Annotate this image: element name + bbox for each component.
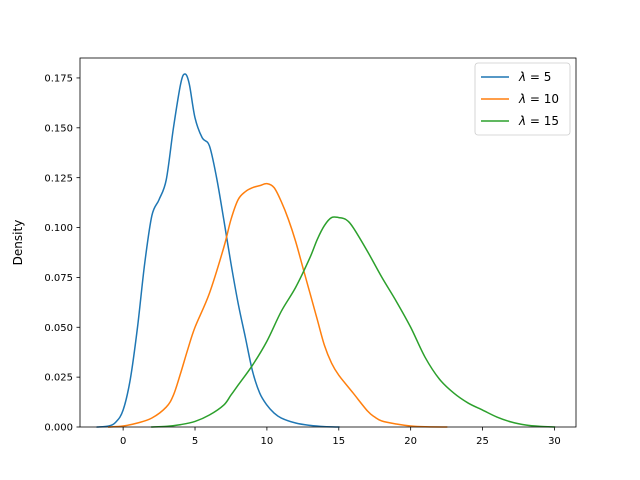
- legend-box: [474, 62, 571, 136]
- series-line-1: [96, 73, 340, 428]
- legend-label: λ = 10: [518, 92, 559, 106]
- x-tick-label: 10: [261, 436, 274, 447]
- y-tick-label: 0.025: [44, 373, 73, 384]
- legend-symbol: λ: [518, 92, 526, 106]
- x-tick-label: 20: [404, 436, 417, 447]
- y-axis-label: Density: [11, 220, 25, 266]
- x-tick-label: 5: [192, 436, 198, 447]
- legend-symbol: λ: [518, 114, 526, 128]
- y-tick-label: 0.150: [44, 123, 73, 134]
- y-axis-ticks: 0.000 0.025 0.050 0.075 0.100 0.125 0.150 0.175: [44, 74, 80, 434]
- y-tick-label: 0.050: [44, 323, 73, 334]
- series-line-2: [107, 182, 448, 428]
- x-axis-ticks: 0 5 10 15 20 25 30: [120, 427, 561, 447]
- x-tick-label: 0: [120, 436, 126, 447]
- legend-equals: =: [526, 70, 544, 84]
- legend-label: λ = 15: [518, 114, 559, 128]
- series-lines: [96, 73, 556, 428]
- x-tick-label: 15: [332, 436, 345, 447]
- x-tick-label: 30: [548, 436, 561, 447]
- y-tick-label: 0.075: [44, 273, 73, 284]
- legend-equals: =: [526, 92, 544, 106]
- y-tick-label: 0.100: [44, 223, 73, 234]
- legend-value: 5: [544, 70, 552, 84]
- legend-value: 10: [544, 92, 559, 106]
- legend-symbol: λ: [518, 70, 526, 84]
- series-line-3: [151, 216, 556, 428]
- x-tick-label: 25: [476, 436, 489, 447]
- legend-value: 15: [544, 114, 559, 128]
- legend-equals: =: [526, 114, 544, 128]
- y-tick-label: 0.125: [44, 173, 73, 184]
- legend: λ = 5λ = 10λ = 15: [474, 62, 571, 136]
- y-tick-label: 0.175: [44, 74, 73, 85]
- plot-frame: [79, 57, 577, 428]
- legend-label: λ = 5: [518, 70, 551, 84]
- y-tick-label: 0.000: [44, 423, 73, 434]
